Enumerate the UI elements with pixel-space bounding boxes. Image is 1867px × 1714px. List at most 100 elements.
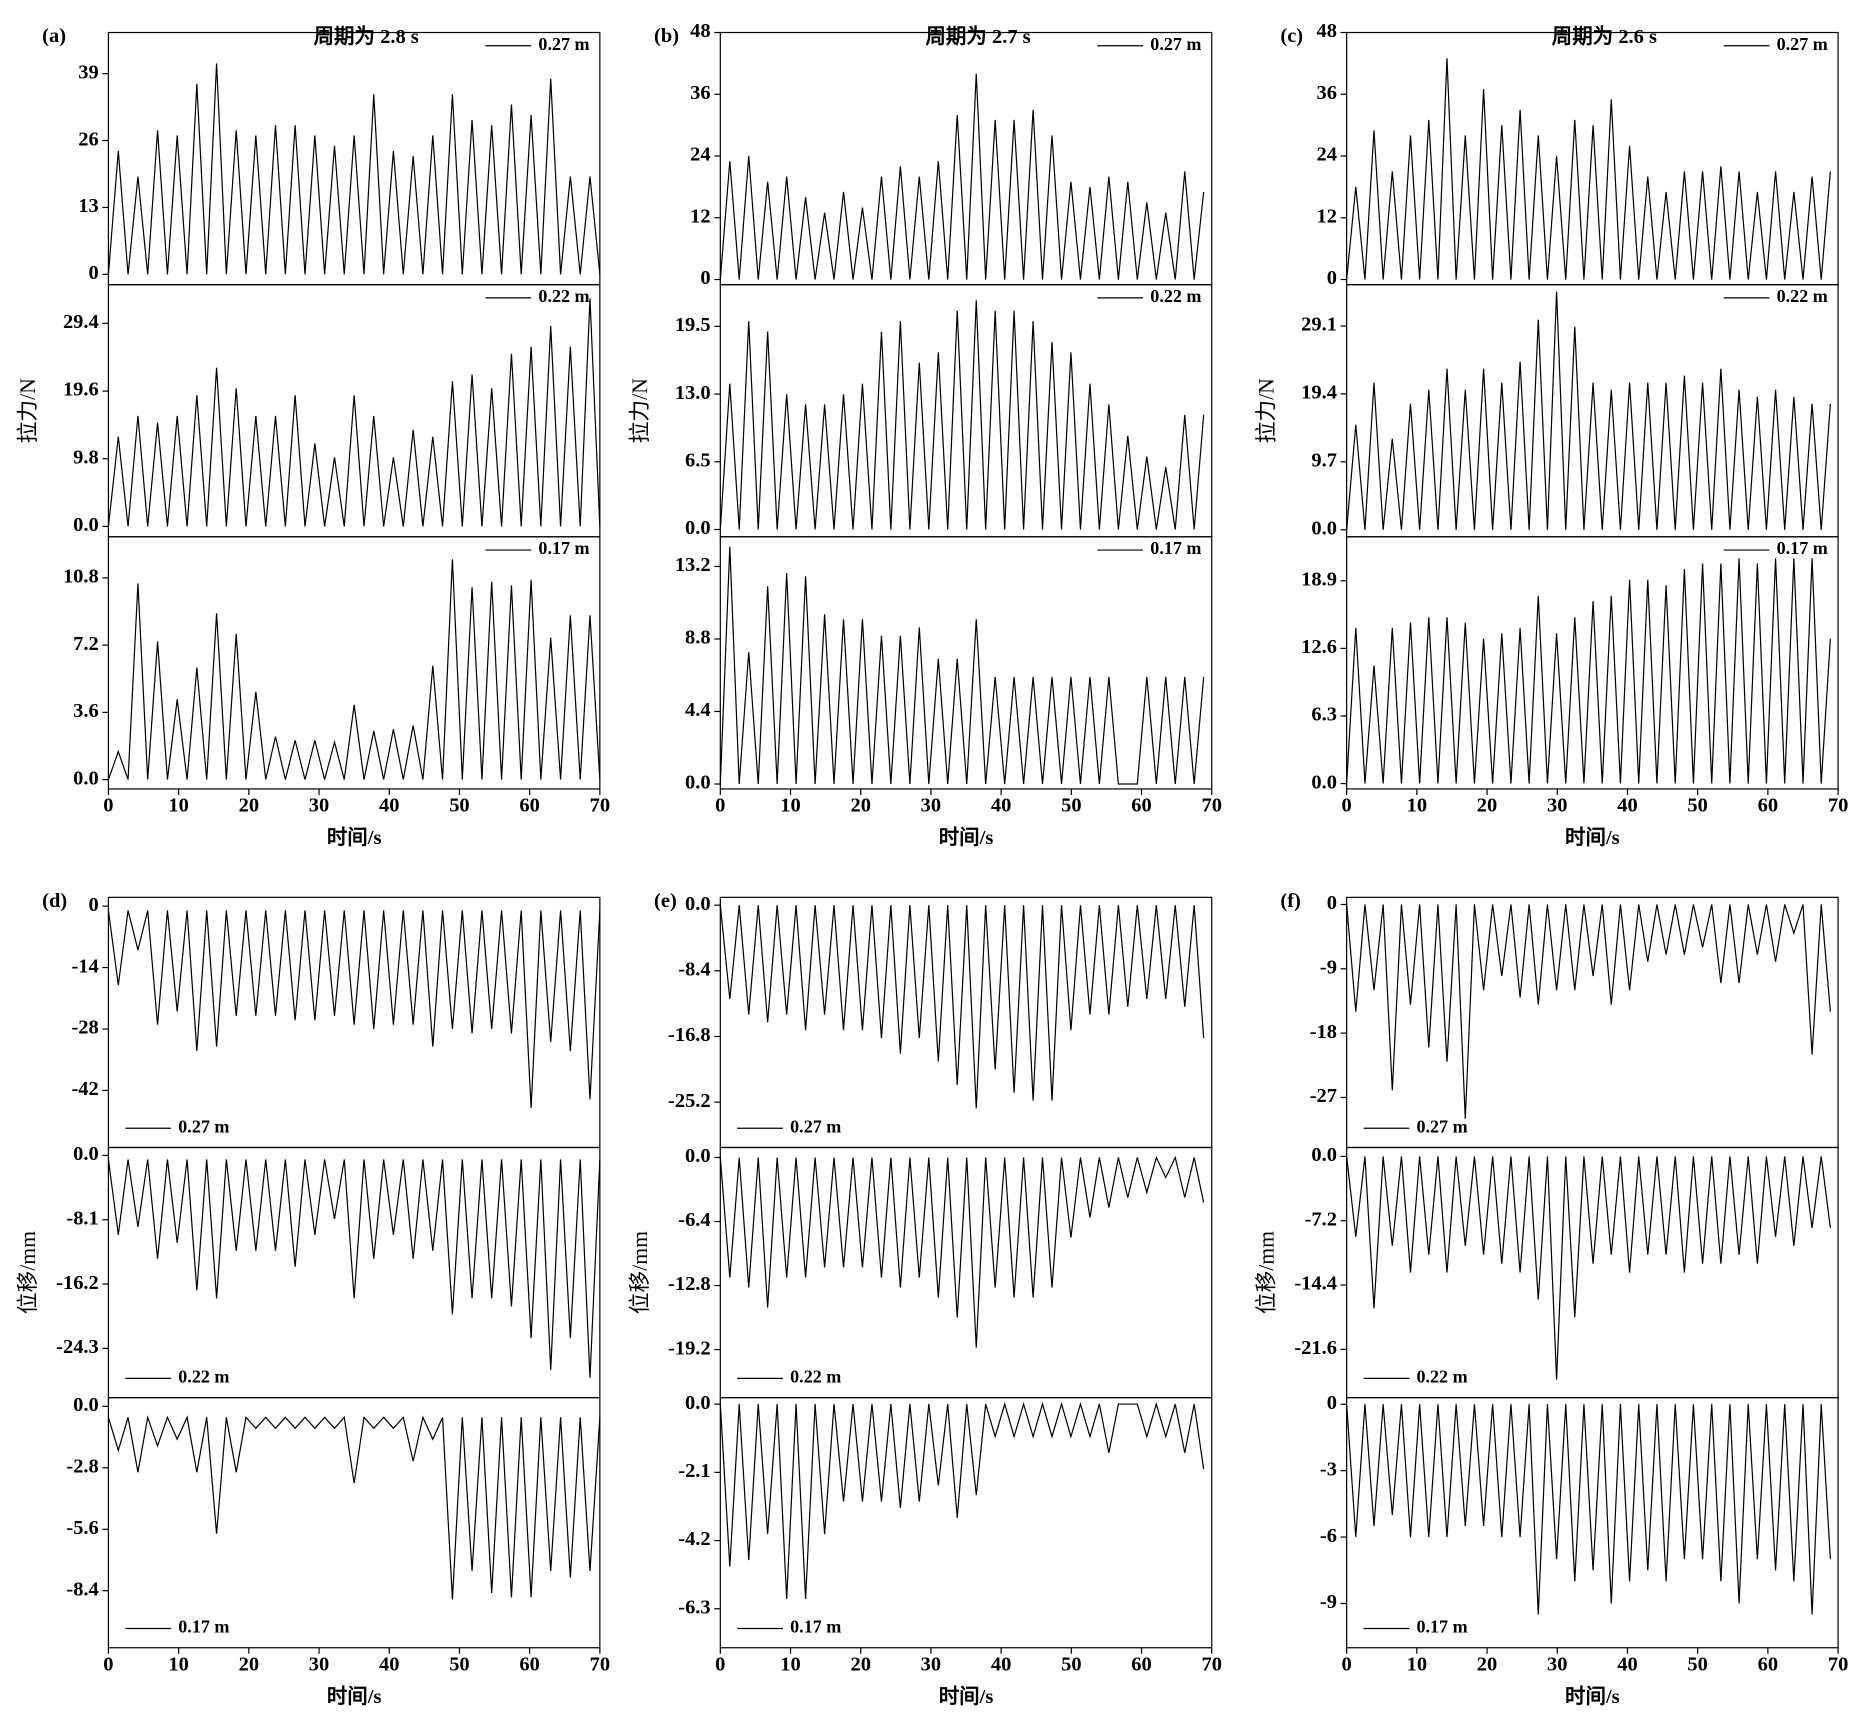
y-tick-label: 13.0 [675, 382, 711, 404]
y-tick-label: -19.2 [668, 1337, 711, 1359]
y-tick-label: 24 [1317, 144, 1337, 166]
legend-label: 0.22 m [1417, 1366, 1468, 1386]
legend-label: 0.22 m [178, 1366, 229, 1386]
line-series [107, 63, 601, 275]
line-series [1346, 291, 1831, 530]
y-tick-label: 26 [78, 128, 98, 150]
legend-label: 0.22 m [1150, 286, 1201, 306]
line-series [719, 1401, 1205, 1599]
y-tick-label: -6.3 [678, 1596, 710, 1618]
y-tick-label: 7.2 [73, 633, 99, 655]
y-tick-label: 12.6 [1301, 636, 1337, 658]
y-tick-label: 0.0 [685, 517, 711, 539]
y-tick-label: -12.8 [668, 1273, 711, 1295]
x-axis-label: 时间/s [939, 826, 994, 849]
line-series [719, 300, 1205, 530]
y-tick-label: -2.1 [678, 1460, 710, 1482]
x-tick-label: 20 [850, 795, 870, 817]
panel-label: (c) [1280, 25, 1303, 47]
line-series [107, 910, 601, 1109]
x-tick-label: 60 [519, 1654, 539, 1676]
panel-title: 周期为 2.8 s [314, 25, 419, 48]
y-tick-label: -6 [1320, 1525, 1337, 1547]
x-tick-label: 20 [239, 1654, 259, 1676]
y-tick-label: -27 [1310, 1085, 1337, 1107]
y-tick-label: 9.7 [1311, 450, 1337, 472]
x-tick-label: 0 [1342, 1654, 1352, 1676]
x-tick-label: 20 [1477, 795, 1497, 817]
y-tick-label: -4.2 [678, 1528, 710, 1550]
y-tick-label: 0.0 [1311, 1144, 1337, 1166]
legend-label: 0.22 m [790, 1366, 841, 1386]
y-tick-label: -6.4 [678, 1209, 710, 1231]
y-tick-label: -3 [1320, 1458, 1337, 1480]
x-tick-label: 40 [379, 1654, 399, 1676]
plot-frame [107, 536, 601, 790]
line-series [719, 905, 1205, 1109]
y-tick-label: 0.0 [685, 1145, 711, 1167]
line-series [1346, 558, 1831, 784]
panel-label: (f) [1280, 890, 1300, 912]
y-tick-label: 18.9 [1301, 568, 1337, 590]
legend-label: 0.27 m [178, 1116, 229, 1136]
line-series [107, 1414, 601, 1600]
legend-label: 0.27 m [1150, 34, 1201, 54]
x-tick-label: 20 [1477, 1654, 1497, 1676]
x-tick-label: 30 [1547, 1654, 1567, 1676]
plot-frame [719, 31, 1213, 286]
line-series [1346, 1404, 1831, 1615]
y-tick-label: 48 [690, 20, 710, 42]
x-tick-label: 70 [590, 795, 610, 817]
y-tick-label: 0.0 [685, 772, 711, 794]
x-tick-label: 60 [1131, 795, 1151, 817]
y-tick-label: 12 [1317, 205, 1337, 227]
x-tick-label: 30 [921, 795, 941, 817]
line-series [1346, 904, 1831, 1119]
x-tick-label: 30 [921, 1654, 941, 1676]
x-tick-label: 70 [1202, 795, 1222, 817]
x-tick-label: 40 [991, 795, 1011, 817]
legend-label: 0.22 m [538, 286, 589, 306]
x-tick-label: 40 [1617, 1654, 1637, 1676]
line-series [107, 298, 601, 527]
y-axis-label: 位移/mm [628, 1231, 652, 1314]
y-tick-label: -16.8 [668, 1024, 711, 1046]
legend-label: 0.17 m [1417, 1617, 1468, 1637]
panel-title: 周期为 2.6 s [1552, 25, 1657, 48]
x-tick-label: 10 [168, 1654, 188, 1676]
x-tick-label: 60 [1131, 1654, 1151, 1676]
y-tick-label: 0 [700, 267, 710, 289]
y-tick-label: 4.4 [685, 699, 711, 721]
x-tick-label: 50 [449, 795, 469, 817]
y-tick-label: 48 [1317, 20, 1337, 42]
y-tick-label: 19.5 [675, 314, 711, 336]
line-series [1346, 58, 1831, 280]
x-axis-label: 时间/s [327, 826, 382, 849]
plot-frame [719, 1397, 1213, 1649]
line-series [1346, 1156, 1831, 1380]
x-tick-label: 40 [991, 1654, 1011, 1676]
x-tick-label: 0 [715, 795, 725, 817]
plot-frame [107, 1397, 601, 1649]
legend-label: 0.27 m [1417, 1116, 1468, 1136]
y-tick-label: 39 [78, 61, 98, 83]
x-tick-label: 70 [1828, 795, 1848, 817]
x-tick-label: 10 [168, 795, 188, 817]
x-tick-label: 0 [103, 1654, 113, 1676]
x-tick-label: 30 [309, 795, 329, 817]
panel-label: (a) [42, 25, 66, 47]
y-axis-label: 位移/mm [16, 1231, 40, 1314]
line-series [719, 546, 1205, 785]
panel-title: 周期为 2.7 s [925, 25, 1030, 48]
y-tick-label: -25.2 [668, 1090, 711, 1112]
y-tick-label: 13.2 [675, 554, 711, 576]
y-tick-label: 0.0 [1311, 518, 1337, 540]
y-tick-label: 0 [1327, 892, 1337, 914]
x-axis-label: 时间/s [939, 1685, 994, 1708]
plot-frame [1346, 1397, 1839, 1649]
y-tick-label: 0 [89, 262, 99, 284]
plot-frame [1346, 31, 1839, 286]
x-tick-label: 0 [103, 795, 113, 817]
x-tick-label: 50 [1061, 795, 1081, 817]
